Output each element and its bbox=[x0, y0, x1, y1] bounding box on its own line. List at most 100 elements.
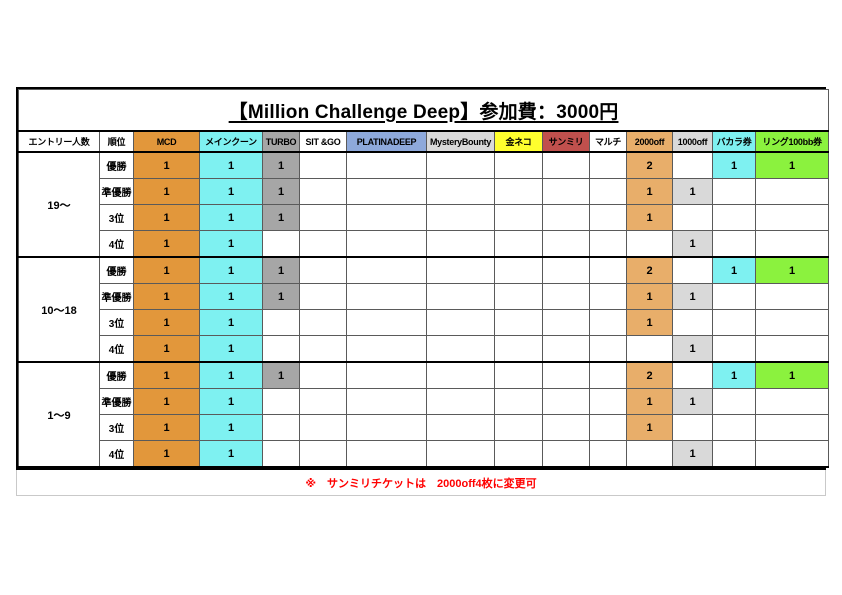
prize-cell bbox=[346, 414, 427, 441]
prize-cell bbox=[494, 388, 543, 415]
prize-cell bbox=[494, 178, 543, 205]
table-row: 準優勝 1 1 1 1 bbox=[19, 388, 830, 415]
prize-cell bbox=[494, 283, 543, 310]
column-header: 金ネコ bbox=[494, 130, 543, 153]
rank-label: 3位 bbox=[99, 309, 134, 336]
table-row: 3位 1 1 1 bbox=[19, 414, 830, 441]
prize-cell bbox=[494, 335, 543, 363]
prize-cell: 1 bbox=[712, 361, 756, 389]
column-header: バカラ券 bbox=[712, 130, 756, 153]
prize-cell bbox=[754, 414, 830, 441]
prize-cell bbox=[299, 178, 347, 205]
prize-cell bbox=[589, 230, 627, 258]
footnote-text: ※ サンミリチケットは 2000off4枚に変更可 bbox=[305, 477, 537, 490]
rank-label: 4位 bbox=[99, 230, 134, 258]
prize-cell: 1 bbox=[626, 204, 673, 231]
rank-label: 4位 bbox=[99, 440, 134, 468]
prize-cell: 1 bbox=[199, 230, 263, 258]
prize-cell bbox=[262, 440, 300, 468]
prize-cell bbox=[346, 440, 427, 468]
prize-cell bbox=[542, 230, 590, 258]
prize-cell: 1 bbox=[672, 230, 713, 258]
prize-cell: 1 bbox=[133, 256, 200, 284]
column-header: 2000off bbox=[626, 130, 673, 153]
table-row: 1～9 優勝 1 1 1 2 1 1 bbox=[18, 361, 830, 468]
prize-cell: 1 bbox=[672, 283, 713, 310]
prize-cell bbox=[262, 414, 300, 441]
prize-cell bbox=[712, 335, 756, 363]
column-header: TURBO bbox=[262, 130, 300, 153]
prize-cell: 1 bbox=[199, 204, 263, 231]
prize-cell bbox=[346, 335, 427, 363]
prize-table: 【Million Challenge Deep】参加費：3000円 エントリー人… bbox=[17, 89, 830, 468]
prize-cell bbox=[589, 361, 627, 389]
prize-cell: 2 bbox=[626, 361, 673, 389]
prize-cell bbox=[299, 414, 347, 441]
prize-cell bbox=[712, 230, 756, 258]
prize-cell bbox=[589, 204, 627, 231]
prize-cell bbox=[712, 283, 756, 310]
table-row: 4位 1 1 1 bbox=[19, 440, 830, 468]
prize-cell bbox=[542, 151, 590, 179]
prize-cell bbox=[542, 178, 590, 205]
table-row: 10～18 優勝 1 1 1 2 1 1 bbox=[18, 256, 830, 363]
prize-cell bbox=[589, 440, 627, 468]
prize-cell bbox=[542, 256, 590, 284]
prize-cell: 1 bbox=[626, 283, 673, 310]
prize-cell bbox=[672, 256, 713, 284]
prize-cell bbox=[754, 204, 830, 231]
prize-cell bbox=[712, 178, 756, 205]
prize-cell: 1 bbox=[133, 204, 200, 231]
prize-cell bbox=[626, 335, 673, 363]
rank-label: 準優勝 bbox=[99, 283, 134, 310]
prize-cell: 1 bbox=[133, 283, 200, 310]
prize-cell: 1 bbox=[754, 361, 830, 389]
prize-cell bbox=[589, 178, 627, 205]
rank-label: 3位 bbox=[99, 204, 134, 231]
prize-cell bbox=[542, 204, 590, 231]
prize-cell bbox=[494, 361, 543, 389]
prize-cell bbox=[299, 204, 347, 231]
prize-cell bbox=[712, 309, 756, 336]
prize-cell bbox=[589, 388, 627, 415]
prize-cell: 1 bbox=[133, 178, 200, 205]
table-row: 準優勝 1 1 1 1 1 bbox=[19, 178, 830, 205]
header-row: エントリー人数 順位 MCD メインクーン TURBO SIT &GO PLATINADEE… bbox=[18, 130, 830, 153]
prize-cell bbox=[494, 440, 543, 468]
prize-cell bbox=[426, 256, 495, 284]
prize-cell bbox=[494, 414, 543, 441]
prize-cell bbox=[346, 151, 427, 179]
table-row: 3位 1 1 1 bbox=[19, 309, 830, 336]
prize-cell bbox=[589, 335, 627, 363]
prize-cell bbox=[346, 256, 427, 284]
prize-cell bbox=[426, 151, 495, 179]
prize-cell bbox=[494, 256, 543, 284]
prize-cell bbox=[494, 309, 543, 336]
prize-cell bbox=[542, 361, 590, 389]
prize-cell: 1 bbox=[199, 178, 263, 205]
prize-cell bbox=[299, 283, 347, 310]
prize-cell bbox=[299, 388, 347, 415]
prize-cell bbox=[626, 440, 673, 468]
prize-cell bbox=[589, 256, 627, 284]
prize-cell: 1 bbox=[262, 256, 300, 284]
table-row: 19～ 優勝 1 1 1 2 1 1 bbox=[18, 151, 830, 258]
prize-cell: 1 bbox=[133, 361, 200, 389]
prize-cell bbox=[426, 178, 495, 205]
prize-cell: 1 bbox=[672, 178, 713, 205]
prize-cell bbox=[426, 335, 495, 363]
prize-cell bbox=[542, 309, 590, 336]
prize-cell bbox=[426, 230, 495, 258]
column-header: エントリー人数 bbox=[18, 130, 100, 153]
prize-cell: 1 bbox=[754, 151, 830, 179]
entry-group-label: 1～9 bbox=[18, 361, 100, 468]
rank-label: 優勝 bbox=[99, 361, 134, 389]
prize-sheet: 【Million Challenge Deep】参加費：3000円 エントリー人… bbox=[16, 87, 830, 496]
table-row: 4位 1 1 1 bbox=[19, 335, 830, 363]
rank-label: 4位 bbox=[99, 335, 134, 363]
prize-cell: 1 bbox=[712, 256, 756, 284]
prize-cell: 1 bbox=[626, 388, 673, 415]
prize-cell bbox=[672, 204, 713, 231]
prize-cell bbox=[754, 335, 830, 363]
prize-cell bbox=[346, 309, 427, 336]
